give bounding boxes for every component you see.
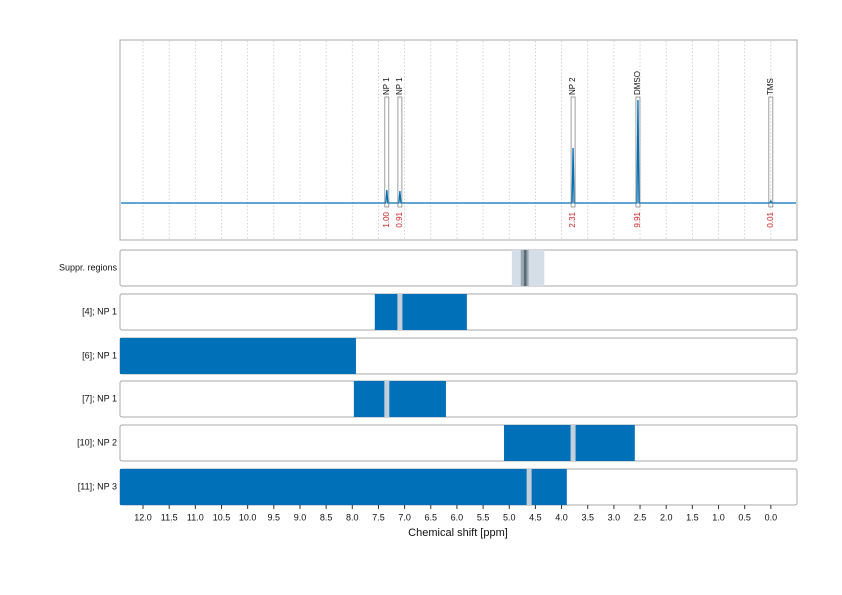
x-tick-label: 7.0: [398, 512, 411, 522]
x-tick-label: 3.5: [581, 512, 594, 522]
peak-marker: [526, 469, 532, 505]
x-tick-label: 2.0: [660, 512, 673, 522]
x-tick-label: 1.0: [712, 512, 725, 522]
x-tick-label: 6.0: [451, 512, 464, 522]
integral-label: 2.31: [568, 211, 577, 227]
integral-label: 0.01: [766, 211, 775, 227]
x-tick-label: 5.0: [503, 512, 516, 522]
x-tick-label: 10.5: [213, 512, 231, 522]
x-tick-label: 5.5: [477, 512, 490, 522]
peak-label: TMS: [766, 78, 775, 95]
row-label: [6]; NP 1: [82, 350, 117, 360]
peak-marker: [397, 294, 403, 330]
peak-label: DMSO: [633, 71, 642, 95]
peak-marker: [384, 381, 390, 417]
row-label: [11]; NP 3: [78, 481, 117, 491]
row-label: Suppr. regions: [59, 262, 118, 272]
x-tick-label: 11.5: [161, 512, 178, 522]
x-tick-label: 4.5: [529, 512, 542, 522]
range-bar: [120, 469, 567, 505]
row-label: [7]; NP 1: [82, 393, 117, 403]
range-bar: [353, 381, 446, 417]
x-tick-label: 10.0: [239, 512, 257, 522]
x-tick-label: 0.0: [765, 512, 778, 522]
x-tick-label: 7.5: [372, 512, 385, 522]
range-bar: [374, 294, 467, 330]
x-tick-label: 9.5: [268, 512, 281, 522]
integral-label: 9.91: [633, 211, 642, 227]
x-tick-label: 8.5: [320, 512, 333, 522]
x-tick-label: 0.5: [738, 512, 751, 522]
x-tick-label: 8.0: [346, 512, 359, 522]
row-panel: [119, 249, 798, 287]
peak-annotation-box: [384, 96, 390, 208]
x-tick-label: 2.5: [634, 512, 647, 522]
x-tick-label: 9.0: [294, 512, 307, 522]
range-bar: [120, 338, 356, 374]
peak-annotation-box: [570, 96, 576, 208]
peak-annotation-box: [635, 96, 641, 208]
peak-annotation-box: [397, 96, 403, 208]
x-tick-label: 6.5: [425, 512, 438, 522]
peak-label: NP 2: [568, 77, 577, 95]
x-tick-label: 1.5: [686, 512, 699, 522]
integral-label: 1.00: [382, 211, 391, 227]
row-label: [4]; NP 1: [82, 306, 117, 316]
peak-marker: [570, 425, 576, 461]
x-axis-title: Chemical shift [ppm]: [408, 527, 508, 539]
peak-label: NP 1: [395, 77, 404, 95]
row-panel: [119, 380, 798, 418]
peak-label: NP 1: [382, 77, 391, 95]
spectrum-panel: [119, 39, 798, 241]
integral-label: 0.91: [395, 211, 404, 227]
x-tick-label: 11.0: [187, 512, 204, 522]
row-label: [10]; NP 2: [77, 437, 117, 447]
spectrum-line: [121, 99, 796, 204]
range-bar: [504, 425, 635, 461]
x-tick-label: 4.0: [555, 512, 568, 522]
row-panel: [119, 424, 798, 462]
peak-annotation-box: [768, 96, 774, 208]
x-tick-label: 3.0: [608, 512, 621, 522]
range-bar: [523, 250, 527, 286]
x-tick-label: 12.0: [134, 512, 152, 522]
